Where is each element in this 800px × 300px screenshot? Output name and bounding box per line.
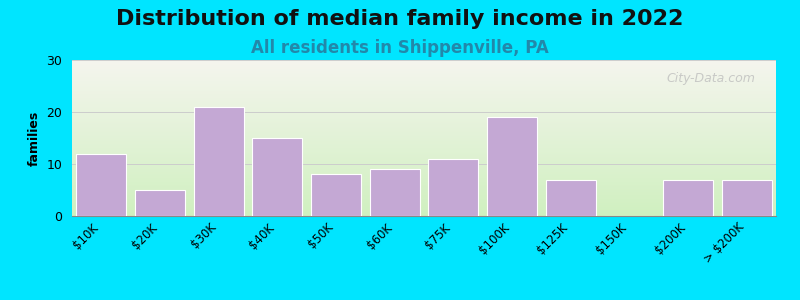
Bar [253,138,302,216]
Bar [546,180,595,216]
Bar [487,117,537,216]
Text: All residents in Shippenville, PA: All residents in Shippenville, PA [251,39,549,57]
Bar [311,174,361,216]
Bar [135,190,185,216]
Bar [722,180,771,216]
Bar [77,154,126,216]
Bar [370,169,419,216]
Y-axis label: families: families [28,110,41,166]
Bar [663,180,713,216]
Text: Distribution of median family income in 2022: Distribution of median family income in … [116,9,684,29]
Bar [429,159,478,216]
Bar [194,107,243,216]
Text: City-Data.com: City-Data.com [666,73,755,85]
